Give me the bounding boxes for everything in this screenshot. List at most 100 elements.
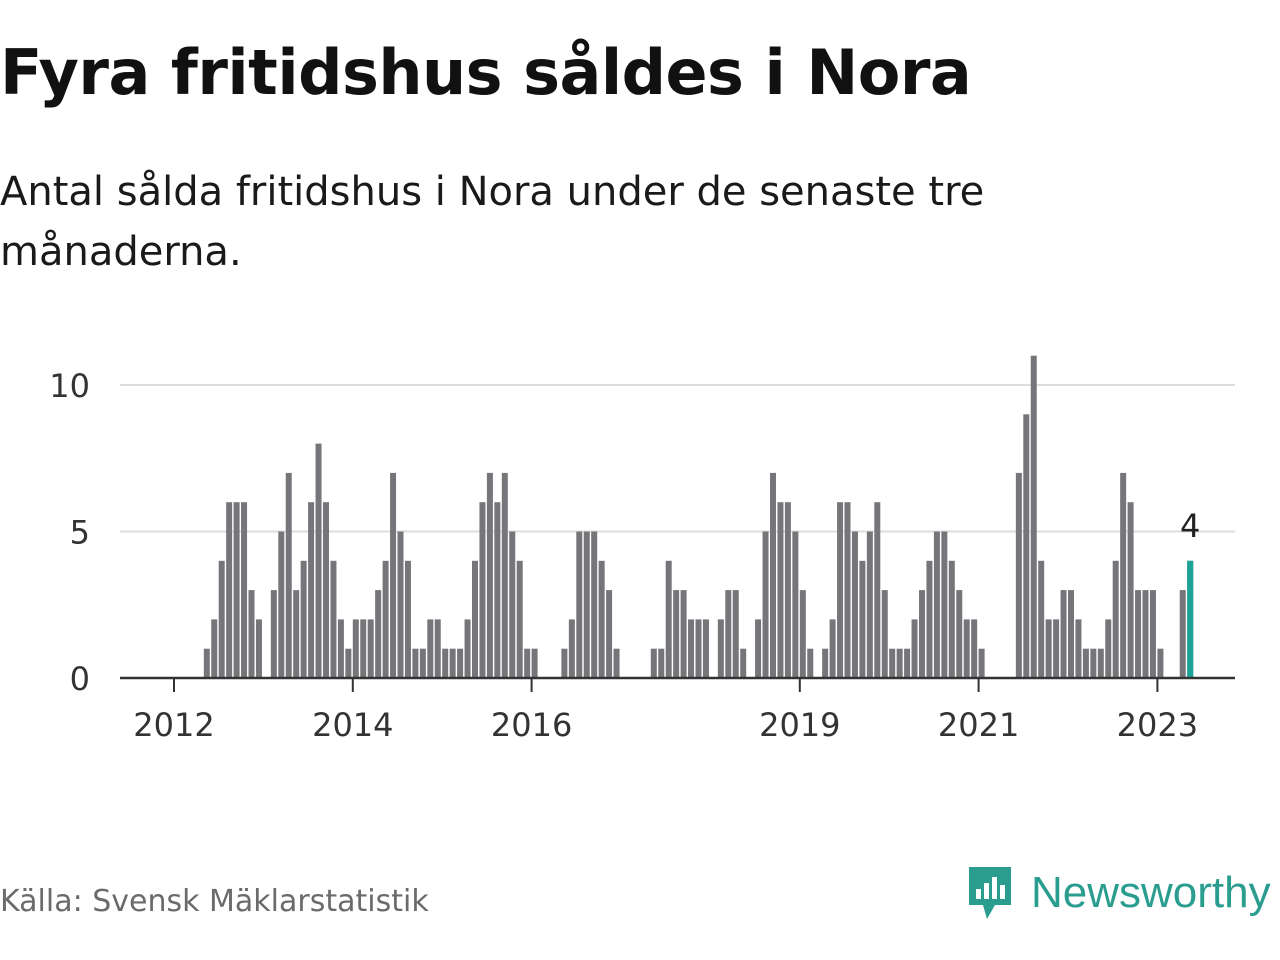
bar: [837, 502, 844, 678]
bar: [352, 619, 359, 678]
bar: [978, 648, 985, 678]
chart-subtitle: Antal sålda fritidshus i Nora under de s…: [0, 169, 985, 275]
bar: [494, 502, 501, 678]
bar: [829, 619, 836, 678]
bar: [770, 472, 776, 678]
bar: [695, 619, 702, 678]
bar: [419, 648, 426, 678]
bar: [367, 619, 374, 678]
bar: [1068, 590, 1074, 678]
bar: [956, 590, 963, 678]
x-tick-label-2023: 2023: [1117, 706, 1198, 744]
bar: [375, 590, 382, 678]
bar: [591, 531, 598, 678]
newsworthy-logo-icon: [969, 867, 1011, 919]
bar: [1030, 355, 1037, 678]
bar: [360, 619, 367, 678]
bar: [740, 648, 747, 678]
source-note: Källa: Svensk Mäklarstatistik: [0, 884, 429, 919]
bar: [1179, 590, 1186, 678]
bar: [1105, 619, 1112, 678]
bar: [337, 619, 344, 678]
bar: [926, 560, 933, 678]
y-tick-label-10: 10: [49, 367, 90, 405]
bar: [449, 648, 456, 678]
bar-series: [203, 355, 1194, 678]
bar: [1060, 590, 1067, 678]
bar: [390, 472, 397, 678]
bar: [255, 619, 262, 678]
bar: [345, 648, 352, 678]
bar: [472, 560, 478, 678]
bar: [583, 531, 590, 678]
bar: [606, 590, 613, 678]
bar: [822, 648, 829, 678]
bar: [688, 619, 695, 678]
bar: [501, 472, 508, 678]
bar: [509, 531, 516, 678]
bar: [732, 590, 739, 678]
bar: [1045, 619, 1052, 678]
x-tick-label-2012: 2012: [133, 706, 214, 744]
bar: [1157, 648, 1164, 678]
bar: [799, 590, 806, 678]
bar: [233, 502, 240, 678]
bar: [755, 619, 762, 678]
bar: [807, 648, 814, 678]
bar: [270, 590, 277, 678]
bar: [442, 648, 449, 678]
bar: [427, 619, 434, 678]
bar: [1082, 648, 1089, 678]
y-tick-label-0: 0: [70, 660, 90, 698]
bar: [784, 502, 791, 678]
bar: [933, 531, 940, 678]
bar: [613, 648, 620, 678]
bar: [1120, 472, 1127, 678]
bar: [457, 648, 464, 678]
bar: [777, 502, 784, 678]
bar: [658, 648, 665, 678]
bar: [248, 590, 255, 678]
bar: [889, 648, 896, 678]
bar: [568, 619, 575, 678]
bar: [464, 619, 471, 678]
bar: [524, 648, 531, 678]
bar: [218, 560, 225, 678]
bar: [382, 560, 389, 678]
bar: [285, 472, 292, 678]
bar: [315, 443, 322, 678]
bar: [792, 531, 799, 678]
y-axis-labels: 0 5 10 4: [49, 367, 1200, 698]
bar: [1075, 619, 1082, 678]
bar: [486, 472, 493, 678]
highlight-bar: [1187, 560, 1194, 678]
bar: [650, 648, 657, 678]
bar: [300, 560, 307, 678]
bar: [479, 502, 486, 678]
bar: [971, 619, 978, 678]
bar: [844, 502, 851, 678]
x-tick-label-2019: 2019: [759, 706, 840, 744]
bar: [911, 619, 918, 678]
bar: [323, 502, 329, 678]
bar: [203, 648, 210, 678]
bar: [598, 560, 605, 678]
bar: [1127, 502, 1134, 678]
bar: [576, 531, 583, 678]
bar: [516, 560, 523, 678]
bar: [874, 502, 881, 678]
bar: [948, 560, 955, 678]
bar: [941, 531, 948, 678]
bar: [241, 502, 248, 678]
bar: [561, 648, 568, 678]
bar: [1038, 560, 1045, 678]
bar: [211, 619, 218, 678]
bar: [1097, 648, 1104, 678]
grid-lines: [120, 384, 1235, 533]
highlight-value-label: 4: [1180, 507, 1200, 545]
bar: [859, 560, 866, 678]
bar: [1053, 619, 1060, 678]
bar: [866, 531, 873, 678]
bar: [1112, 560, 1119, 678]
bar: [762, 531, 769, 678]
